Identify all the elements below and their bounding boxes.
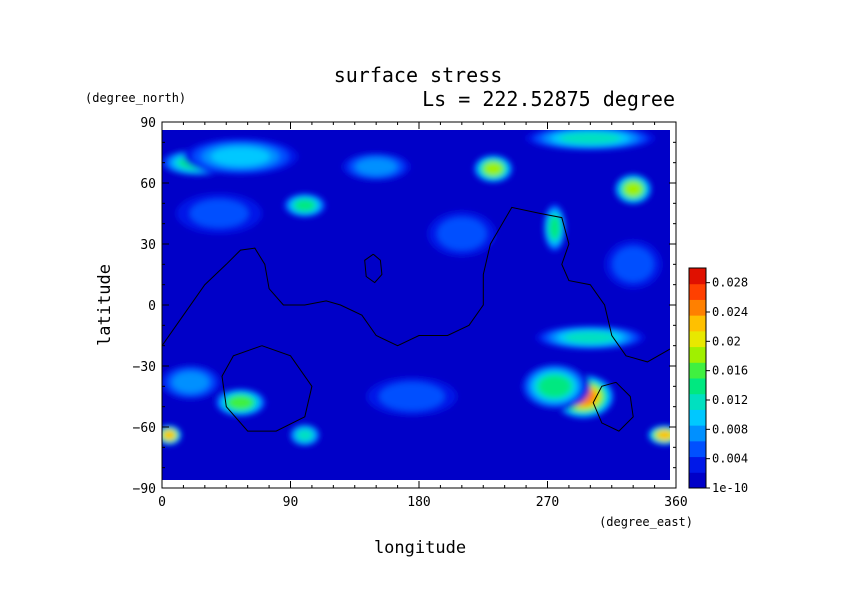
colorbar-swatch bbox=[689, 283, 706, 300]
stress-hotspot bbox=[612, 247, 654, 282]
field-base bbox=[162, 130, 670, 480]
y-tick-label: −60 bbox=[133, 421, 156, 436]
colorbar: 0.028 0.024 0.02 0.016 0.012 0.008 0.004 1e-10 bbox=[688, 267, 748, 495]
stress-hotspot bbox=[294, 199, 315, 211]
y-axis-label: latitude bbox=[95, 264, 115, 346]
stress-hotspot bbox=[564, 331, 617, 344]
colorbar-swatch bbox=[689, 472, 706, 489]
topography-contours bbox=[162, 206, 670, 432]
stress-hotspot bbox=[484, 162, 502, 175]
y-tick-label: 30 bbox=[140, 238, 156, 253]
colorbar-swatch bbox=[689, 268, 706, 285]
contour-line bbox=[221, 345, 313, 432]
stress-hotspot bbox=[190, 199, 249, 228]
stress-hotspot bbox=[624, 182, 642, 196]
x-tick-label: 360 bbox=[664, 495, 687, 510]
stress-hotspot bbox=[296, 429, 313, 441]
stress-hotspot bbox=[437, 217, 487, 250]
y-tick-label: 60 bbox=[140, 177, 156, 192]
x-tick-label: 0 bbox=[158, 495, 166, 510]
colorbar-swatch bbox=[689, 362, 706, 379]
y-tick-label: −30 bbox=[133, 360, 156, 375]
y-tick-label: −90 bbox=[133, 482, 156, 497]
colorbar-swatch bbox=[689, 425, 706, 442]
colorbar-label: 0.008 bbox=[712, 422, 748, 436]
stress-hotspot bbox=[229, 396, 252, 409]
colorbar-label: 1e-10 bbox=[712, 481, 748, 495]
colorbar-swatch bbox=[689, 409, 706, 426]
stress-field bbox=[162, 130, 670, 480]
colorbar-swatch bbox=[689, 330, 706, 348]
colorbar-label: 0.02 bbox=[712, 334, 741, 348]
stress-hotspot bbox=[163, 430, 175, 440]
colorbar-swatch bbox=[689, 378, 706, 395]
colorbar-label: 0.016 bbox=[712, 364, 748, 378]
colorbar-label: 0.004 bbox=[712, 452, 748, 466]
contour-line bbox=[592, 381, 634, 432]
colorbar-swatch bbox=[689, 315, 706, 332]
contour-line bbox=[162, 206, 670, 363]
colorbar-swatch bbox=[689, 346, 706, 363]
stress-hotspot bbox=[657, 430, 670, 440]
x-tick-label: 270 bbox=[536, 495, 559, 510]
colorbar-label: 0.028 bbox=[712, 276, 748, 290]
colorbar-swatch bbox=[689, 456, 706, 473]
chart-subtitle: Ls = 222.52875 degree bbox=[422, 87, 675, 111]
y-tick-label: 0 bbox=[148, 299, 156, 314]
stress-hotspot bbox=[379, 382, 445, 411]
colorbar-swatch bbox=[689, 299, 706, 316]
colorbar-swatch bbox=[689, 393, 706, 410]
stress-hotspot bbox=[549, 216, 560, 239]
chart-title: surface stress bbox=[334, 63, 503, 87]
stress-hotspot bbox=[559, 132, 622, 145]
colorbar-frame bbox=[688, 267, 707, 489]
axes: 0 90 180 270 360 90 60 30 0 −30 −60 −90 bbox=[133, 116, 688, 510]
x-tick-label: 90 bbox=[283, 495, 299, 510]
x-unit-label: (degree_east) bbox=[599, 515, 693, 529]
x-axis-label: longitude bbox=[374, 538, 466, 558]
stress-hotspot bbox=[172, 371, 209, 393]
colorbar-label: 0.024 bbox=[712, 305, 748, 319]
y-tick-label: 90 bbox=[140, 116, 156, 131]
y-unit-label: (degree_north) bbox=[85, 91, 186, 105]
colorbar-label: 0.012 bbox=[712, 393, 748, 407]
colorbar-swatch bbox=[689, 440, 706, 458]
contour-line bbox=[364, 253, 383, 284]
x-tick-label: 180 bbox=[407, 495, 430, 510]
stress-hotspot bbox=[355, 158, 397, 176]
stress-hotspot bbox=[211, 147, 270, 166]
stress-hotspot bbox=[538, 375, 571, 398]
